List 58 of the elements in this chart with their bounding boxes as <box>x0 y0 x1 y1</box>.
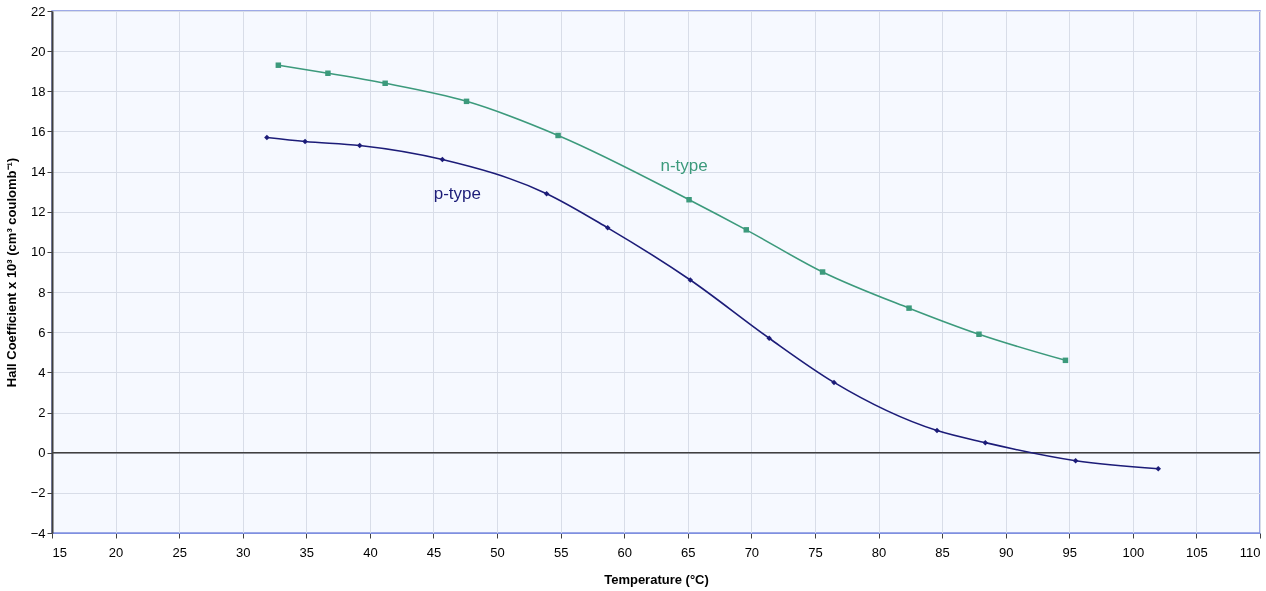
x-tick-label: 15 <box>52 544 67 560</box>
x-tick-label: 65 <box>681 544 696 560</box>
y-tick-label: 2 <box>38 405 46 421</box>
point <box>976 331 982 337</box>
point <box>1072 457 1079 464</box>
x-tick-label: 100 <box>1122 544 1145 560</box>
x-tick-label: 95 <box>1062 544 1077 560</box>
x-tick-label: 110 <box>1239 544 1261 560</box>
x-axis-title: Temperature (°C) <box>604 571 709 587</box>
y-tick-label: 10 <box>31 244 46 260</box>
point <box>302 138 308 145</box>
y-tick-label: 12 <box>31 204 46 220</box>
x-tick-label: 25 <box>172 544 187 560</box>
point <box>325 70 331 76</box>
x-tick-label: 45 <box>426 544 442 560</box>
x-tick-label: 30 <box>236 544 251 560</box>
x-tick-label: 105 <box>1186 544 1208 560</box>
point <box>275 62 282 68</box>
x-tick-label: 90 <box>998 544 1014 560</box>
point <box>555 132 561 139</box>
y-tick-label: −4 <box>30 525 46 541</box>
point <box>982 439 989 446</box>
point <box>382 80 388 87</box>
x-tick-label: 35 <box>299 544 315 560</box>
x-tick-label: 85 <box>935 544 950 560</box>
x-tick-label: 80 <box>871 544 887 560</box>
y-tick-label: 0 <box>38 445 46 461</box>
x-tick-label: 75 <box>808 544 823 560</box>
point <box>819 269 826 275</box>
series-label: p-type <box>433 183 481 203</box>
y-tick-label: −2 <box>30 485 46 501</box>
series-label: n-type <box>660 155 708 175</box>
x-tick-label: 60 <box>617 544 632 560</box>
y-tick-label: 8 <box>38 284 46 300</box>
point <box>1155 466 1162 472</box>
point <box>831 379 837 386</box>
x-tick-label: 70 <box>744 544 760 560</box>
y-tick-label: 20 <box>31 43 46 59</box>
point <box>686 196 692 203</box>
y-tick-label: 22 <box>31 3 46 19</box>
point <box>543 190 550 197</box>
y-tick-label: 18 <box>31 83 46 99</box>
x-tick-label: 20 <box>108 544 124 560</box>
y-tick-label: 14 <box>31 164 46 180</box>
y-tick-label: 4 <box>38 364 46 380</box>
point <box>687 277 694 283</box>
point <box>264 134 270 141</box>
y-tick-label: 6 <box>38 324 46 340</box>
point <box>766 335 772 341</box>
point <box>604 225 611 231</box>
point <box>934 427 940 434</box>
point <box>906 305 912 311</box>
y-tick-label: 16 <box>31 123 46 139</box>
x-tick-label: 55 <box>553 544 569 560</box>
x-tick-label: 40 <box>363 544 378 560</box>
x-tick-label: 50 <box>490 544 505 560</box>
y-axis-title: Hall Coefficient x 10³ (cm³ coulomb⁻¹) <box>3 157 19 388</box>
point <box>743 227 750 233</box>
